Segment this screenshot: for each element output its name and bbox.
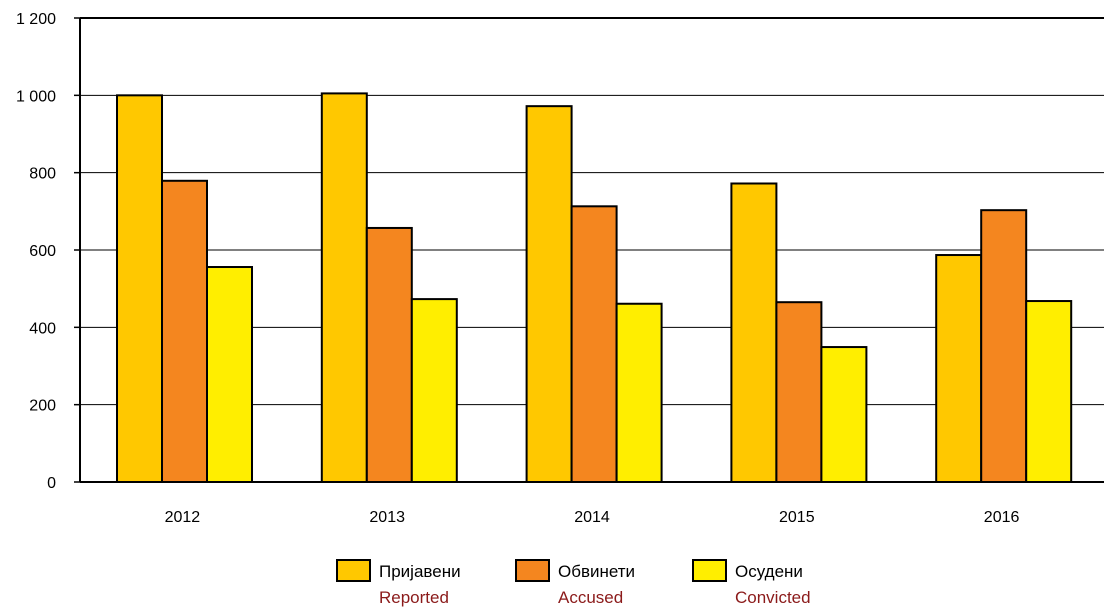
y-tick-label: 800 [29, 166, 56, 183]
x-tick-label: 2016 [984, 509, 1020, 526]
bar-2016-series-0 [935, 254, 983, 483]
x-axis-ticks: 2012 2013 2014 2015 2016 [165, 509, 1020, 526]
bar-2014-series-1 [570, 205, 618, 483]
x-tick-label: 2014 [574, 509, 610, 526]
x-tick-label: 2012 [165, 509, 201, 526]
y-tick-label: 400 [29, 320, 56, 337]
y-axis-ticks: 0 200 400 600 800 1 000 1 200 [16, 11, 80, 492]
legend-sublabel-2: Convicted [735, 588, 811, 607]
bar-2012-series-1 [161, 179, 208, 484]
bar-2015-series-0 [730, 182, 778, 483]
legend-swatch-0 [336, 559, 371, 582]
bar-2016-series-2 [1025, 300, 1073, 484]
bar-2015-series-2 [820, 346, 868, 484]
bar-2014-series-2 [615, 302, 663, 483]
bar-2012-series-2 [206, 266, 253, 483]
legend-swatch-1 [515, 559, 550, 582]
legend-sublabel-1: Accused [558, 588, 623, 607]
legend-swatch-2 [692, 559, 727, 582]
x-tick-label: 2015 [779, 509, 815, 526]
bar-2013-series-2 [410, 298, 458, 483]
bar-2013-series-0 [320, 92, 368, 484]
bar-2014-series-0 [525, 105, 573, 483]
bar-2012-series-0 [116, 94, 163, 483]
bar-2016-series-1 [980, 209, 1028, 483]
legend-label-0: Пријавени [379, 562, 461, 581]
legend: Пријавени Reported Обвинети Accused Осудени C… [336, 559, 811, 607]
legend-sublabel-0: Reported [379, 588, 449, 607]
y-tick-label: 1 200 [16, 11, 56, 28]
bar-2013-series-1 [365, 226, 413, 483]
y-tick-label: 600 [29, 243, 56, 260]
bar-2015-series-1 [775, 301, 823, 484]
legend-label-1: Обвинети [558, 562, 635, 581]
y-tick-label: 1 000 [16, 88, 56, 105]
bars-group [116, 92, 1073, 484]
y-tick-label: 200 [29, 398, 56, 415]
x-tick-label: 2013 [369, 509, 405, 526]
legend-label-2: Осудени [735, 562, 803, 581]
y-tick-label: 0 [47, 475, 56, 492]
